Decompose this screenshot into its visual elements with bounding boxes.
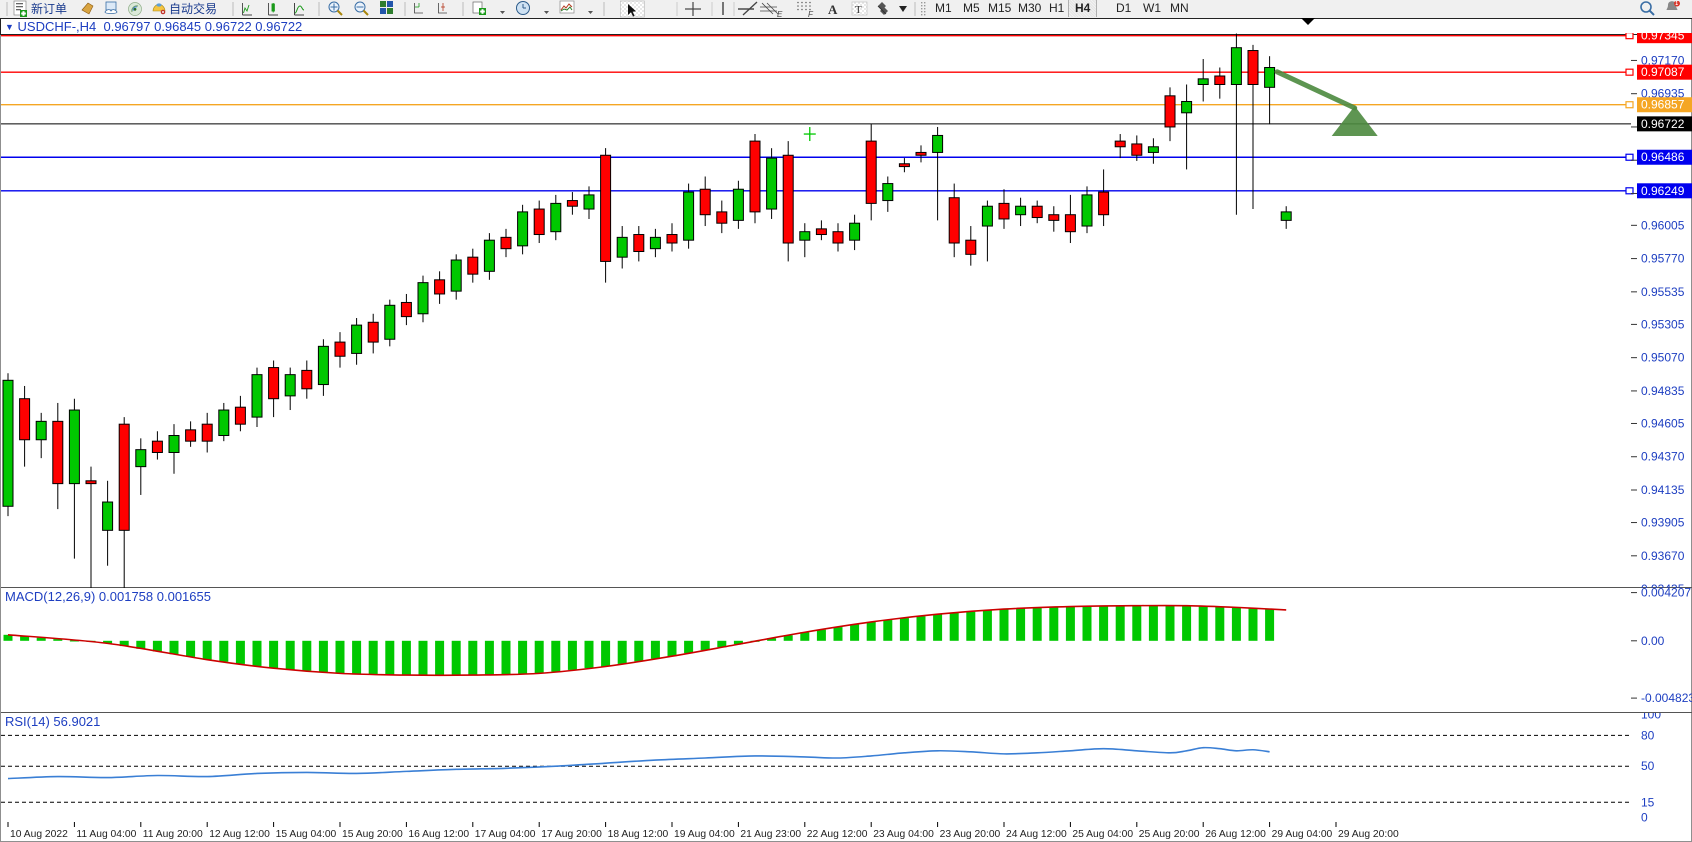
- svg-text:F: F: [808, 10, 814, 18]
- svg-text:23 Aug 20:00: 23 Aug 20:00: [940, 829, 1001, 840]
- svg-text:0.95305: 0.95305: [1641, 317, 1685, 331]
- svg-text:16 Aug 12:00: 16 Aug 12:00: [408, 829, 469, 840]
- svg-text:RSI(14) 56.9021: RSI(14) 56.9021: [5, 714, 100, 729]
- svg-text:22 Aug 12:00: 22 Aug 12:00: [807, 829, 868, 840]
- svg-text:29 Aug 04:00: 29 Aug 04:00: [1272, 829, 1333, 840]
- svg-text:新订单: 新订单: [31, 1, 67, 16]
- svg-text:19 Aug 04:00: 19 Aug 04:00: [674, 829, 735, 840]
- svg-text:0.96857: 0.96857: [1641, 98, 1685, 112]
- svg-text:23 Aug 04:00: 23 Aug 04:00: [873, 829, 934, 840]
- svg-text:A: A: [828, 2, 838, 17]
- svg-text:11 Aug 20:00: 11 Aug 20:00: [143, 829, 203, 840]
- svg-text:29 Aug 20:00: 29 Aug 20:00: [1338, 829, 1399, 840]
- svg-text:T: T: [855, 4, 862, 16]
- svg-text:0.95535: 0.95535: [1641, 285, 1685, 299]
- svg-text:10 Aug 2022: 10 Aug 2022: [10, 829, 68, 840]
- svg-text:MACD(12,26,9) 0.001758 0.00165: MACD(12,26,9) 0.001758 0.001655: [5, 589, 211, 604]
- svg-text:0.004207: 0.004207: [1641, 588, 1691, 600]
- svg-text:50: 50: [1641, 759, 1655, 773]
- svg-text:0: 0: [1641, 811, 1648, 822]
- svg-text:0.94370: 0.94370: [1641, 450, 1685, 464]
- svg-text:自动交易: 自动交易: [169, 1, 217, 16]
- svg-text:0.96249: 0.96249: [1641, 184, 1685, 198]
- svg-text:15 Aug 20:00: 15 Aug 20:00: [342, 829, 403, 840]
- svg-text:17 Aug 20:00: 17 Aug 20:00: [541, 829, 602, 840]
- svg-text:0.96486: 0.96486: [1641, 150, 1685, 164]
- svg-text:-0.004823: -0.004823: [1641, 691, 1692, 705]
- svg-text:26 Aug 12:00: 26 Aug 12:00: [1205, 829, 1266, 840]
- svg-text:21 Aug 23:00: 21 Aug 23:00: [740, 829, 801, 840]
- svg-text:0.94605: 0.94605: [1641, 416, 1685, 430]
- svg-text:0.94835: 0.94835: [1641, 384, 1685, 398]
- svg-text:17 Aug 04:00: 17 Aug 04:00: [475, 829, 536, 840]
- svg-text:0.94135: 0.94135: [1641, 483, 1685, 497]
- svg-text:0.93670: 0.93670: [1641, 549, 1685, 563]
- svg-text:15 Aug 04:00: 15 Aug 04:00: [276, 829, 337, 840]
- svg-text:18 Aug 12:00: 18 Aug 12:00: [608, 829, 669, 840]
- svg-text:0.00: 0.00: [1641, 634, 1665, 648]
- svg-text:12 Aug 12:00: 12 Aug 12:00: [209, 829, 270, 840]
- svg-text:E: E: [777, 10, 783, 18]
- svg-text:24 Aug 12:00: 24 Aug 12:00: [1006, 829, 1067, 840]
- svg-text:0.96722: 0.96722: [1641, 117, 1685, 131]
- svg-text:0.95770: 0.95770: [1641, 252, 1685, 266]
- svg-text:80: 80: [1641, 728, 1655, 742]
- svg-text:0.96005: 0.96005: [1641, 218, 1685, 232]
- svg-text:0.97087: 0.97087: [1641, 65, 1685, 79]
- svg-text:100: 100: [1641, 713, 1661, 722]
- svg-text:0.95070: 0.95070: [1641, 351, 1685, 365]
- svg-text:25 Aug 04:00: 25 Aug 04:00: [1072, 829, 1133, 840]
- svg-text:11 Aug 04:00: 11 Aug 04:00: [76, 829, 136, 840]
- svg-text:15: 15: [1641, 795, 1655, 809]
- svg-text:25 Aug 20:00: 25 Aug 20:00: [1139, 829, 1200, 840]
- svg-text:0.97345: 0.97345: [1641, 33, 1685, 43]
- svg-text:0.93905: 0.93905: [1641, 516, 1685, 530]
- svg-text:1: 1: [1675, 1, 1678, 7]
